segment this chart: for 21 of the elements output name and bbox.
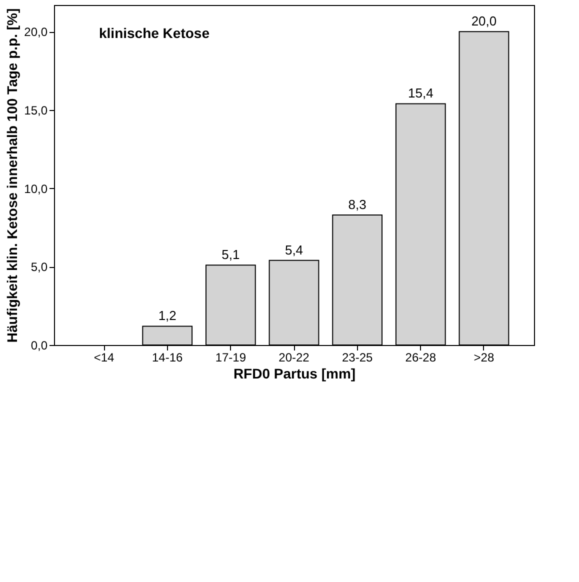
data-label: 20,0 <box>471 14 497 29</box>
x-tick-label: 26-28 <box>405 350 436 364</box>
x-tick-label: 23-25 <box>342 350 373 364</box>
y-tick-label: 0,0 <box>30 338 48 352</box>
y-tick-label: 5,0 <box>30 260 48 274</box>
x-tick-label: 20-22 <box>278 350 310 364</box>
y-tick-label: 10,0 <box>24 182 48 196</box>
data-label: 8,3 <box>348 196 366 212</box>
data-label: 1,2 <box>158 308 176 324</box>
y-tick-label: 15,0 <box>24 103 48 118</box>
x-tick-label: >28 <box>474 350 494 364</box>
y-axis-title: Häufigkeit klin. Ketose innerhalb 100 Tage p.p. [%] <box>4 8 20 343</box>
x-tick-label: 14-16 <box>152 350 184 364</box>
x-tick-label: <14 <box>94 350 115 364</box>
y-tick-label: 20,0 <box>24 25 48 40</box>
x-axis-title: RFD0 Partus [mm] <box>233 366 356 382</box>
text: klinische Ketose <box>99 25 210 41</box>
data-label: 15,4 <box>408 86 434 101</box>
x-tick-label: 17-19 <box>215 350 246 364</box>
data-label: 5,4 <box>284 242 304 258</box>
data-label: 5,1 <box>222 247 240 262</box>
